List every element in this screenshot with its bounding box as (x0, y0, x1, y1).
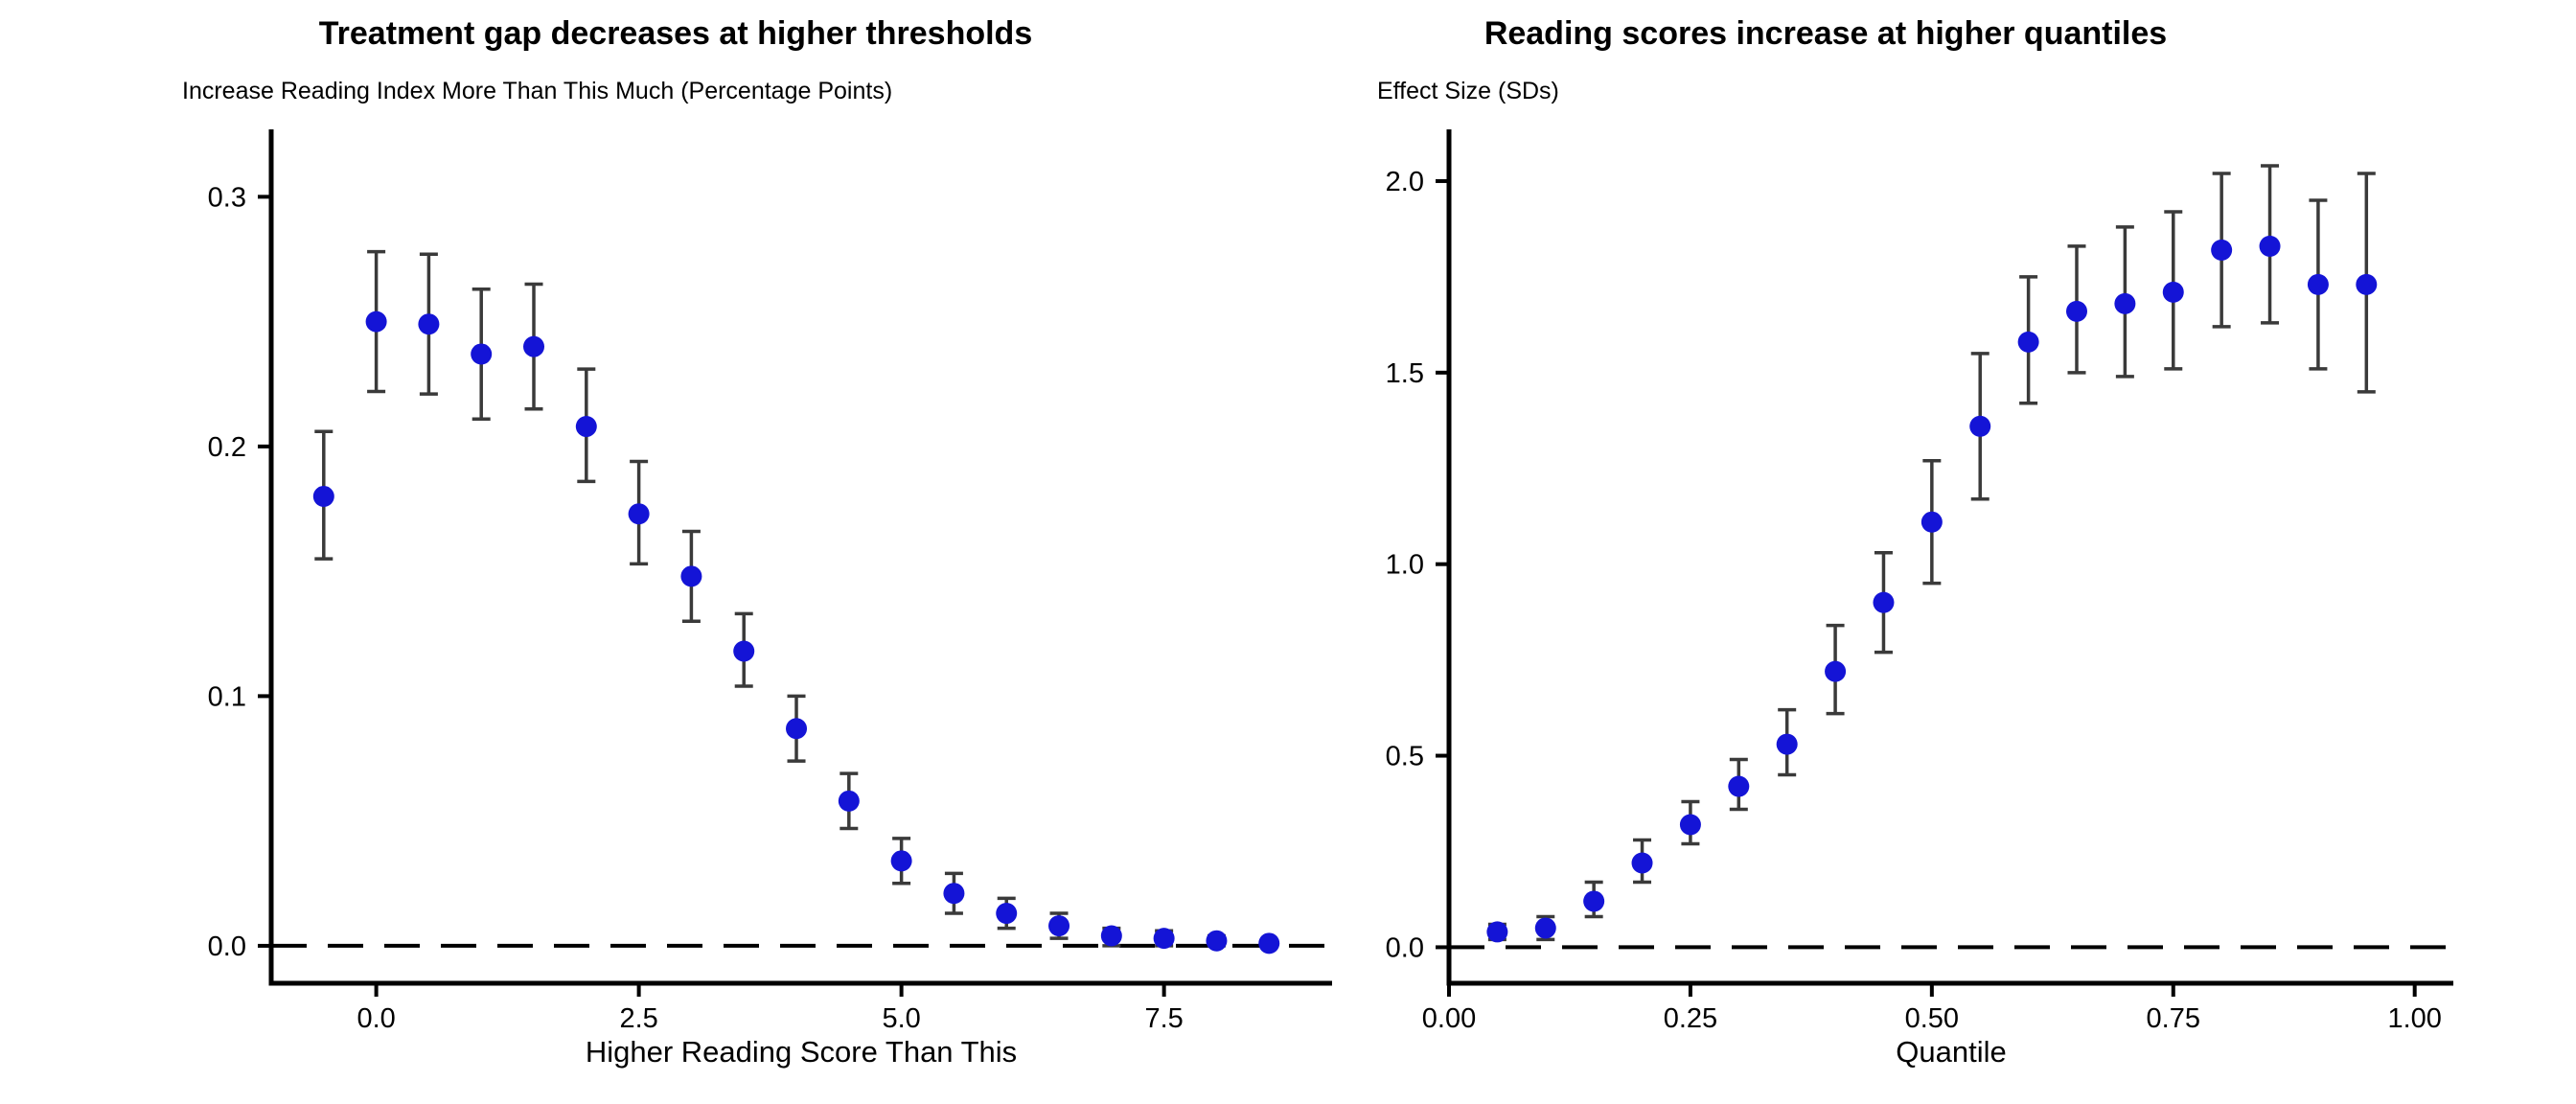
x-axis-tick-label: 0.50 (1905, 1003, 1959, 1034)
data-point (2356, 273, 2378, 295)
data-point (2211, 239, 2233, 261)
right-panel-title: Reading scores increase at higher quanti… (1484, 15, 2167, 52)
data-point (471, 343, 493, 365)
x-axis-tick-label: 0.25 (1664, 1003, 1717, 1034)
data-point (1825, 660, 1847, 682)
data-point (1679, 814, 1701, 836)
x-axis-tick-label: 1.00 (2387, 1003, 2441, 1034)
x-axis-tick-label: 2.5 (619, 1003, 657, 1034)
data-point (1258, 932, 1280, 954)
data-point (943, 883, 965, 905)
y-axis-tick-label: 1.0 (1386, 550, 1424, 581)
x-axis-tick-label: 7.5 (1144, 1003, 1183, 1034)
data-point (1920, 511, 1943, 533)
data-point (365, 310, 387, 333)
data-point (312, 485, 334, 507)
data-point (523, 335, 545, 357)
data-point (890, 850, 912, 872)
right-panel-y-axis-title: Effect Size (SDs) (1377, 78, 1559, 104)
data-point (1969, 415, 1991, 437)
data-point (1100, 925, 1122, 947)
x-axis-tick-label: 5.0 (882, 1003, 920, 1034)
data-point (996, 903, 1018, 925)
data-point (2162, 281, 2184, 303)
y-axis-tick-label: 0.1 (208, 681, 246, 712)
y-axis-tick-label: 0.0 (1386, 932, 1424, 963)
data-point (1048, 915, 1070, 937)
x-axis-tick-label: 0.0 (356, 1003, 395, 1034)
right-panel-x-axis-title: Quantile (1896, 1035, 2006, 1069)
y-axis-tick-label: 0.3 (208, 182, 246, 213)
y-axis-tick-label: 1.5 (1386, 358, 1424, 389)
left-panel-y-axis-title: Increase Reading Index More Than This Mu… (182, 78, 892, 104)
data-point (2114, 292, 2136, 314)
x-axis-tick-label: 0.75 (2147, 1003, 2200, 1034)
right-panel-plot-area: 0.0 0.5 1.0 1.5 2.0 0.00 0.25 0.50 0.75 1.00 (1386, 129, 2453, 1034)
left-panel-title: Treatment gap decreases at higher thresh… (319, 15, 1032, 52)
data-point (628, 503, 650, 525)
left-panel-plot-area: 0.0 0.1 0.2 0.3 0.0 2.5 5.0 7.5 (208, 129, 1332, 1034)
data-point (2017, 331, 2039, 353)
data-point (1631, 852, 1653, 874)
data-point (418, 313, 440, 335)
y-axis-tick-label: 2.0 (1386, 167, 1424, 197)
data-point (2259, 235, 2281, 257)
data-point (575, 416, 597, 438)
y-axis-tick-label: 0.0 (208, 932, 246, 962)
data-point (2307, 273, 2329, 295)
data-point (1873, 591, 1895, 613)
data-point (786, 718, 808, 740)
y-axis-tick-label: 0.5 (1386, 742, 1424, 772)
x-axis-tick-label: 0.00 (1422, 1003, 1476, 1034)
data-point (838, 790, 860, 812)
data-point (1153, 928, 1175, 950)
data-point (680, 565, 702, 587)
data-point (1583, 890, 1605, 912)
data-point (1534, 917, 1556, 939)
data-point (2066, 300, 2087, 322)
data-point (1776, 733, 1798, 755)
data-point (1486, 921, 1508, 943)
left-panel-x-axis-title: Higher Reading Score Than This (586, 1035, 1017, 1069)
data-point (1728, 775, 1750, 797)
data-point (1206, 930, 1228, 952)
data-point (733, 640, 755, 662)
y-axis-tick-label: 0.2 (208, 432, 246, 463)
